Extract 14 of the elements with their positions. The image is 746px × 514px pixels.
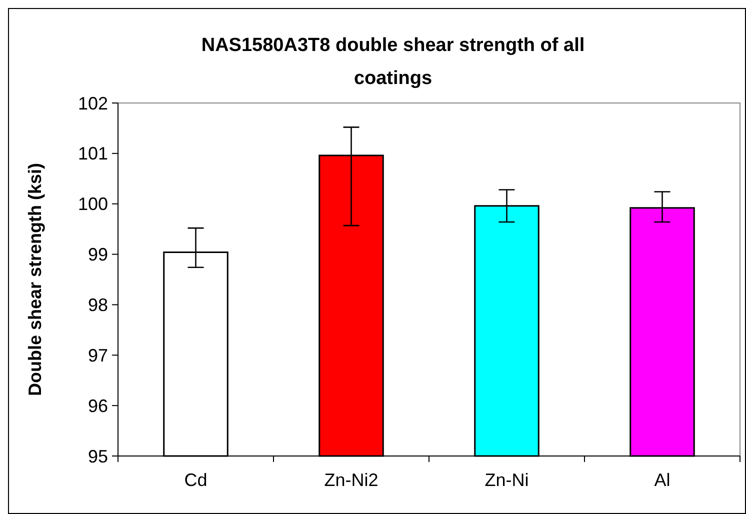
y-tick-label: 95: [88, 446, 108, 466]
y-tick-label: 100: [78, 194, 108, 214]
chart-title: NAS1580A3T8 double shear strength of all coatings: [201, 35, 585, 89]
x-tick-label: Al: [654, 470, 670, 490]
y-tick-label: 98: [88, 295, 108, 316]
x-tick-label: Zn-Ni2: [324, 470, 378, 490]
y-tick-label: 102: [78, 93, 108, 114]
y-axis-title: Double shear strength (ksi): [25, 162, 45, 396]
y-tick-label: 99: [88, 244, 108, 265]
x-tick-label: Zn-Ni: [484, 470, 529, 490]
y-tick-label: 101: [78, 144, 108, 164]
y-tick-label: 96: [88, 396, 108, 416]
x-tick-label: Cd: [184, 470, 208, 490]
y-tick-label: 97: [88, 345, 108, 366]
